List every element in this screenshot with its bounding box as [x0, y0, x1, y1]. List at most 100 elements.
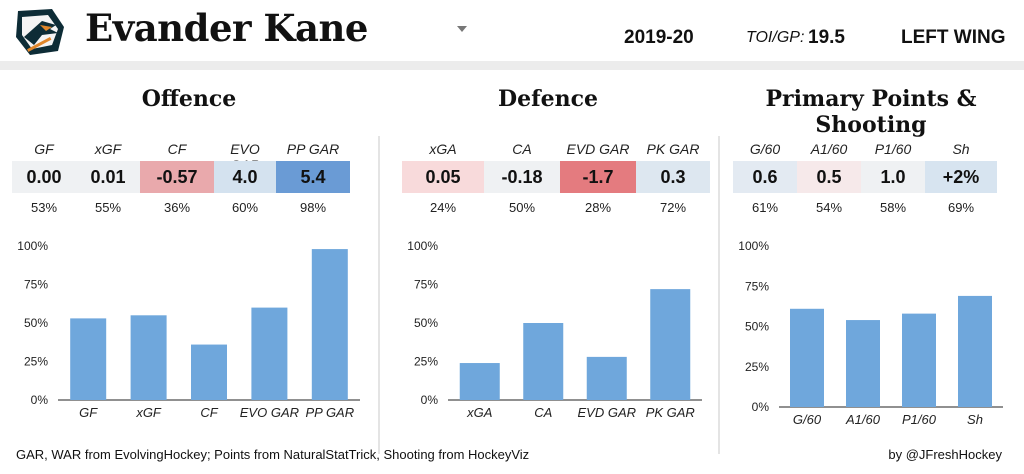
metric-percentile: 98% [299, 200, 327, 215]
bar [191, 344, 227, 400]
y-tick-label: 75% [745, 279, 769, 293]
metric-tile: EVO GAR4.060% [214, 141, 276, 225]
metric-percentile: 55% [94, 200, 122, 215]
x-tick-label: CF [200, 405, 218, 420]
y-tick-label: 0% [421, 393, 439, 407]
metric-tile: xGA 0.05 24% [402, 141, 484, 225]
bar [902, 313, 936, 407]
metric-percentile: 69% [947, 200, 975, 215]
bar [846, 320, 880, 407]
y-tick-label: 50% [414, 316, 438, 330]
metric-value: 0.5 [797, 161, 861, 193]
section-title: Offence [141, 86, 237, 112]
metric-tile: GF 0.00 53% [12, 141, 76, 225]
toi-value: 19.5 [808, 27, 845, 48]
bar [251, 307, 288, 400]
bar [650, 289, 691, 400]
header-divider [0, 61, 1024, 70]
metric-tile: xGF 0.01 55% [76, 141, 140, 225]
header: Evander Kane 2019-20 TOI/GP: 19.5 LEFT W… [0, 0, 1024, 66]
y-tick-label: 50% [24, 316, 48, 330]
y-tick-label: 0% [752, 400, 770, 414]
metric-percentile: 54% [815, 200, 843, 215]
metric-percentile: 53% [30, 200, 58, 215]
metric-tile: A1/60 0.5 54% [797, 141, 861, 225]
y-tick-label: 75% [414, 278, 438, 292]
metric-tile: P1/60 1.0 58% [861, 141, 925, 225]
player-name: Evander Kane [85, 6, 368, 50]
x-tick-label: CA [534, 405, 552, 420]
bar [586, 356, 627, 400]
metric-value: -0.57 [140, 161, 214, 193]
metric-percentile: 28% [584, 200, 612, 215]
shooting-metrics: G/60 0.6 61% A1/60 0.5 54% P1/60 1.0 58% Sh +2% 69% [733, 141, 997, 225]
y-tick-label: 100% [407, 239, 438, 253]
metric-label: GF [34, 141, 54, 157]
data-sources: GAR, WAR from EvolvingHockey; Points fro… [16, 447, 530, 462]
x-tick-label: Sh [967, 412, 983, 427]
metric-label: P1/60 [874, 141, 912, 157]
player-position: LEFT WING [901, 27, 1006, 48]
toi-label: TOI/GP: [746, 29, 805, 46]
metric-percentile: 60% [231, 200, 259, 215]
section-divider [718, 136, 720, 454]
x-tick-label: EVD GAR [577, 405, 636, 420]
x-tick-label: GF [79, 405, 98, 420]
metric-value: 0.00 [12, 161, 76, 193]
metric-label: EVD GAR [566, 141, 630, 157]
x-tick-label: A1/60 [845, 412, 881, 427]
x-tick-label: P1/60 [902, 412, 937, 427]
bar [523, 323, 564, 400]
metric-tile: PP GAR 5.4 98% [276, 141, 350, 225]
metric-value: 0.6 [733, 161, 797, 193]
metric-percentile: 50% [508, 200, 536, 215]
metric-tile: CF -0.57 36% [140, 141, 214, 225]
metric-label: PP GAR [286, 141, 340, 157]
bar [70, 318, 107, 400]
metric-label: xGA [429, 141, 457, 157]
metric-label: Sh [952, 141, 970, 157]
metric-label: A1/60 [810, 141, 848, 157]
metric-value: 0.05 [402, 161, 484, 193]
x-tick-label: EVO GAR [240, 405, 299, 420]
y-tick-label: 100% [17, 239, 48, 253]
metric-value: 1.0 [861, 161, 925, 193]
y-tick-label: 75% [24, 278, 48, 292]
defence-bar-chart: 0% 25% 50% 75% 100% xGA CA EVD GAR PK GAR [407, 239, 702, 420]
metric-label: xGF [94, 141, 122, 157]
metric-percentile: 61% [751, 200, 779, 215]
x-tick-label: PP GAR [305, 405, 354, 420]
metric-value: -0.18 [484, 161, 560, 193]
shooting-bar-chart: 0% 25% 50% 75% 100% G/60 A1/60 P1/60 Sh [738, 239, 1003, 427]
bar [958, 295, 992, 407]
metric-label: CF [167, 141, 187, 157]
section-title: Primary Points & Shooting [765, 86, 977, 138]
season: 2019-20 [624, 27, 694, 48]
metric-tile: PK GAR 0.3 72% [636, 141, 710, 225]
metric-value: 0.3 [636, 161, 710, 193]
section-title: Defence [498, 86, 598, 112]
metric-value: 0.01 [76, 161, 140, 193]
metric-percentile: 58% [879, 200, 907, 215]
metric-value: +2% [925, 161, 997, 193]
y-tick-label: 0% [31, 393, 49, 407]
metric-tile: G/60 0.6 61% [733, 141, 797, 225]
shark-logo-icon [16, 9, 64, 55]
x-tick-label: xGA [466, 405, 492, 420]
defence-metrics: xGA 0.05 24% CA -0.18 50% EVD GAR -1.7 28% PK GAR… [402, 141, 710, 225]
y-tick-label: 25% [745, 360, 769, 374]
author-credit: by @JFreshHockey [888, 447, 1002, 462]
metric-percentile: 72% [659, 200, 687, 215]
metric-label: PK GAR [646, 141, 700, 157]
offence-metrics: GF 0.00 53% xGF 0.01 55% CF -0.57 36% EVO GAR4.06… [12, 141, 350, 225]
metric-label: CA [512, 141, 532, 157]
offence-bar-chart: 0% 25% 50% 75% 100% GF xGF CF EVO GAR PP GAR [17, 239, 360, 420]
metric-value: 4.0 [214, 161, 276, 193]
x-tick-label: PK GAR [646, 405, 695, 420]
chevron-down-icon[interactable] [457, 26, 467, 32]
y-tick-label: 50% [745, 320, 769, 334]
y-tick-label: 25% [24, 355, 48, 369]
x-tick-label: xGF [135, 405, 162, 420]
metric-tile: CA -0.18 50% [484, 141, 560, 225]
